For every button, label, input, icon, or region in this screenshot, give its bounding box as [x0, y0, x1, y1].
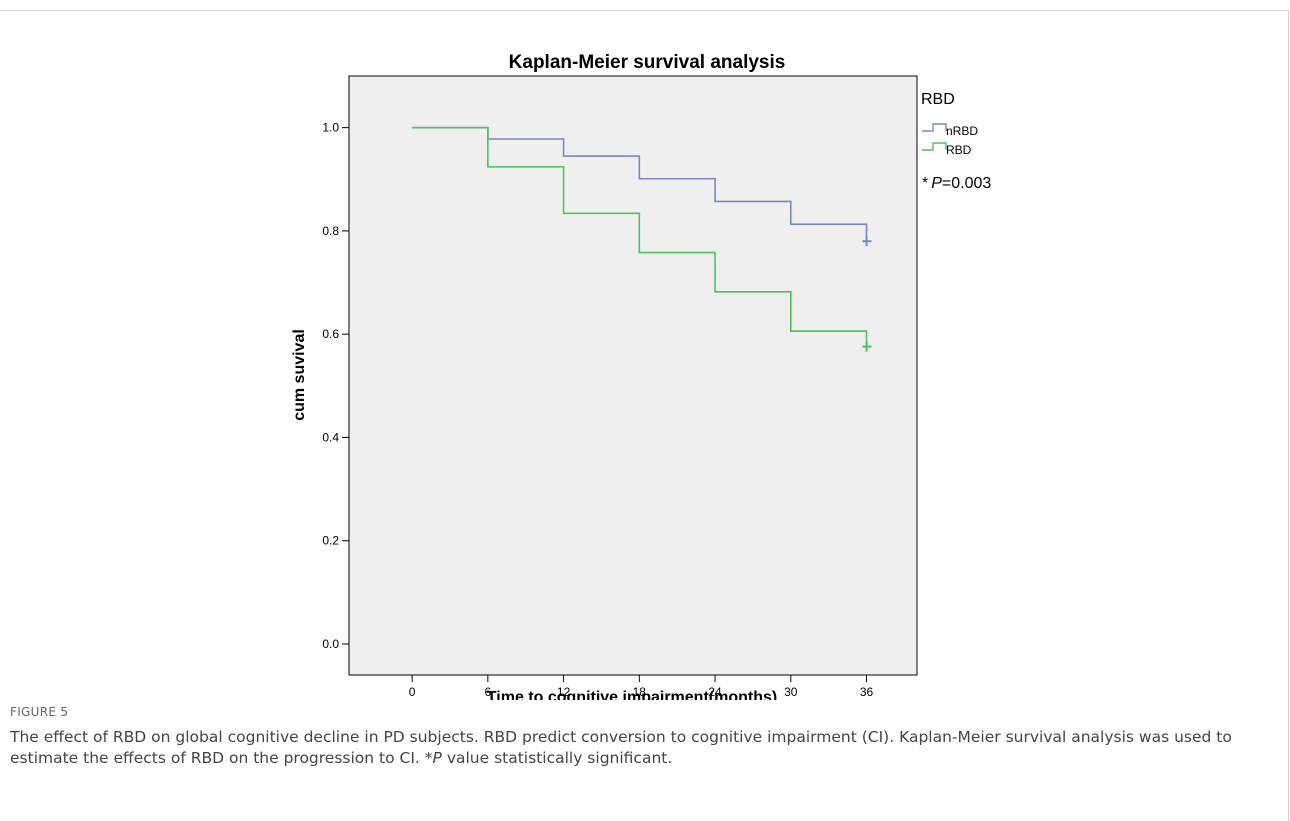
- censor-mark-RBD: [862, 341, 872, 352]
- caption-text-2: value statistically significant.: [441, 749, 673, 767]
- x-axis-label: Time to cognitive impairment(months): [487, 689, 777, 700]
- chart-title: Kaplan-Meier survival analysis: [509, 52, 786, 73]
- annotation-value: =0.003: [942, 175, 991, 192]
- x-tick-label: 0: [409, 685, 416, 699]
- x-tick-label: 30: [784, 685, 798, 699]
- x-tick-label: 18: [633, 685, 647, 699]
- x-tick-label: 12: [557, 685, 571, 699]
- legend-title: RBD: [921, 91, 955, 108]
- plot-area: [348, 75, 918, 676]
- annotation-p: P: [931, 175, 942, 192]
- y-tick-label: 0.6: [322, 327, 339, 341]
- y-tick-label: 0.4: [322, 430, 339, 444]
- y-tick-label: 0.8: [322, 224, 339, 238]
- caption-text-1: The effect of RBD on global cognitive de…: [10, 728, 1232, 767]
- legend-swatch-RBD: [922, 142, 947, 151]
- x-tick-label: 24: [708, 685, 722, 699]
- series-layer: [412, 126, 872, 352]
- legend-label-RBD: RBD: [946, 143, 972, 157]
- figure-label: FIGURE 5: [10, 705, 69, 719]
- series-line-RBD: [412, 126, 868, 347]
- y-tick-label: 0.0: [322, 637, 339, 651]
- y-axis-label: cum suvival: [291, 329, 308, 421]
- legend-swatch-nRBD: [922, 123, 947, 132]
- legend: RBD nRBD RBD * P=0.003: [921, 91, 991, 192]
- p-value-annotation: * P=0.003: [922, 175, 991, 192]
- caption-p-italic: P: [432, 749, 442, 767]
- km-chart: Kaplan-Meier survival analysis 0.0 0.2 0.4…: [291, 52, 991, 700]
- x-tick-label: 6: [485, 685, 492, 699]
- annotation-asterisk: *: [922, 175, 928, 192]
- y-axis: 0.0 0.2 0.4 0.6 0.8 1.0: [322, 121, 349, 651]
- y-tick-label: 0.2: [322, 534, 339, 548]
- x-axis: 0 6 12 18 24 30 36: [409, 675, 874, 699]
- y-tick-label: 1.0: [322, 121, 339, 135]
- figure-frame: [0, 10, 1289, 821]
- x-tick-label: 36: [860, 685, 874, 699]
- censor-mark-nRBD: [862, 236, 872, 247]
- figure-caption: The effect of RBD on global cognitive de…: [10, 727, 1270, 769]
- legend-label-nRBD: nRBD: [946, 124, 978, 138]
